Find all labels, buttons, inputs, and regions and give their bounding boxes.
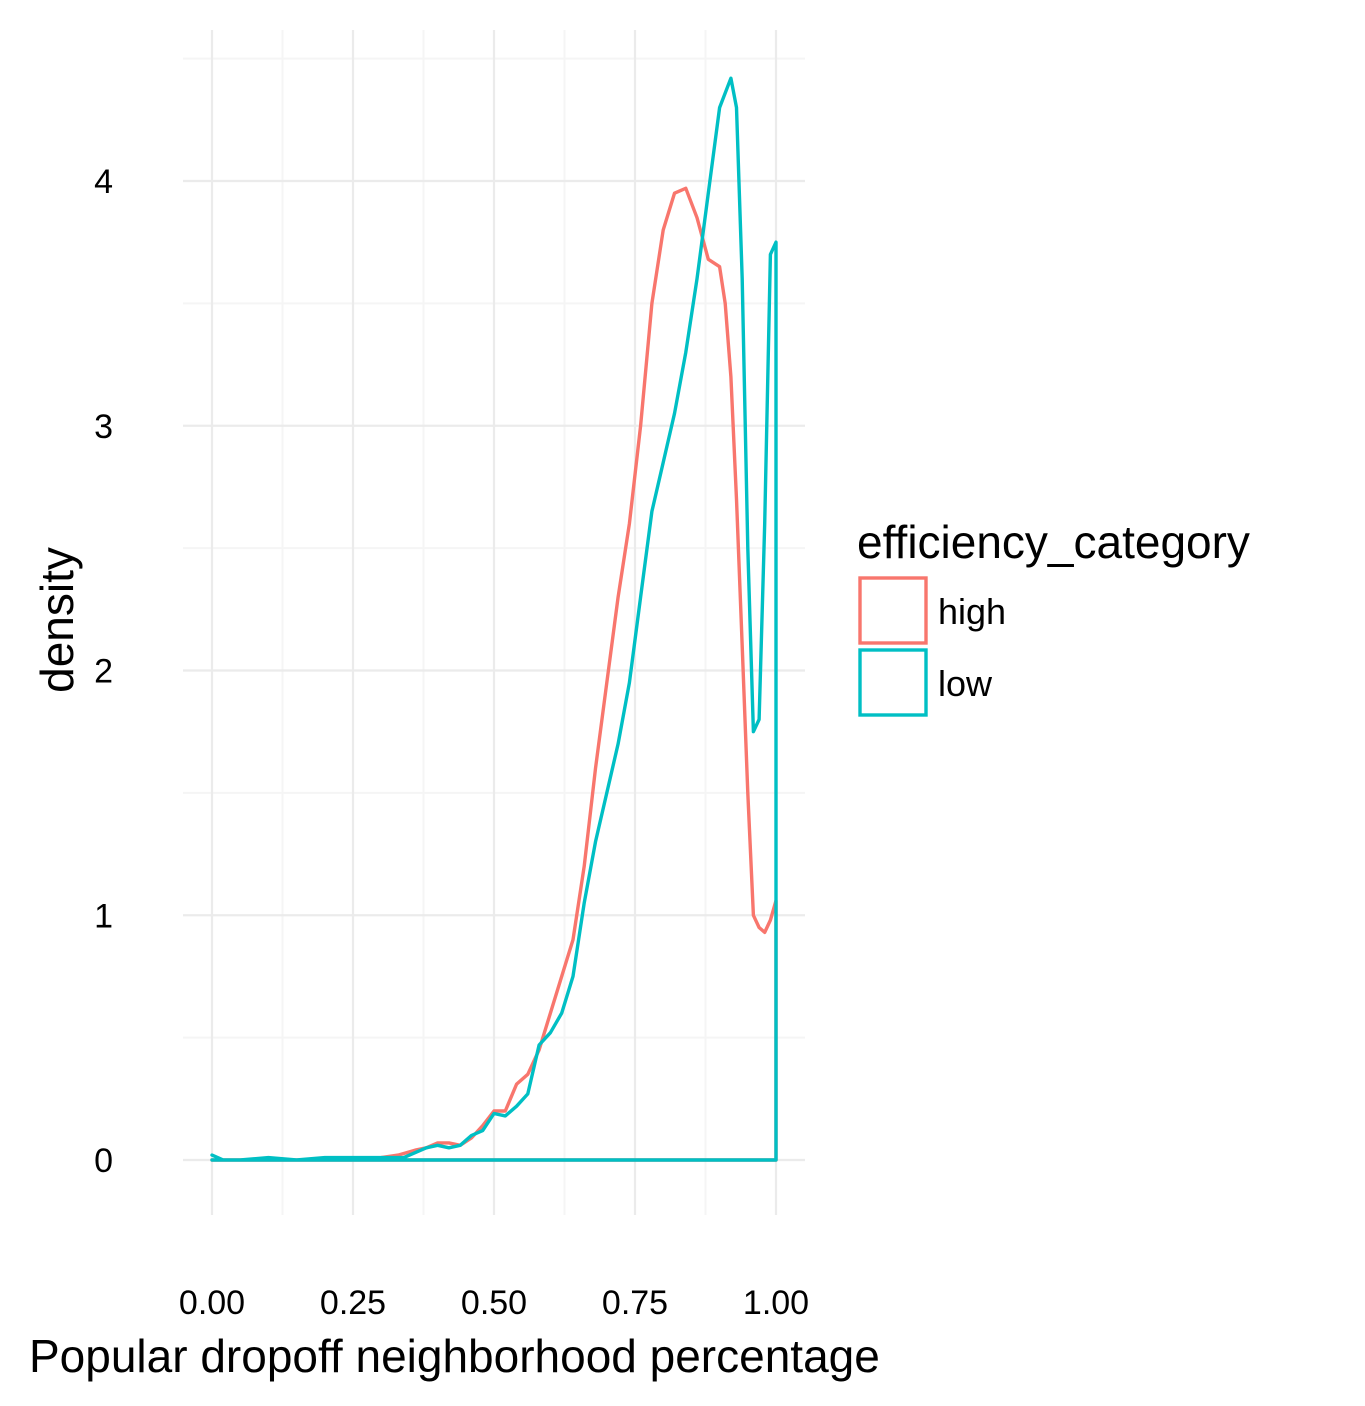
legend-key-high	[858, 576, 928, 645]
legend-key-low	[858, 648, 928, 717]
x-axis-title: Popular dropoff neighborhood percentage	[29, 1330, 880, 1382]
legend-title: efficiency_category	[857, 516, 1250, 568]
y-axis-title: density	[31, 547, 83, 693]
legend-entries: high low	[858, 576, 1006, 717]
y-tick-label: 3	[94, 408, 113, 446]
legend: efficiency_category high low	[857, 516, 1250, 717]
y-tick-label: 0	[94, 1142, 113, 1180]
legend-label-high: high	[938, 591, 1006, 632]
x-tick-label: 0.25	[320, 1284, 386, 1322]
x-axis-tick-labels: 0.00 0.25 0.50 0.75 1.00	[179, 1284, 809, 1322]
legend-label-low: low	[938, 663, 993, 704]
y-tick-label: 4	[94, 163, 113, 201]
series-line-high	[210, 186, 778, 1162]
x-tick-label: 0.50	[461, 1284, 527, 1322]
y-tick-label: 2	[94, 653, 113, 691]
y-axis-tick-labels: 0 1 2 3 4	[94, 163, 113, 1180]
series-lines	[210, 76, 778, 1162]
series-line-low	[210, 76, 778, 1162]
y-tick-label: 1	[94, 897, 113, 935]
x-tick-label: 1.00	[743, 1284, 809, 1322]
x-tick-label: 0.00	[179, 1284, 245, 1322]
x-tick-label: 0.75	[602, 1284, 668, 1322]
